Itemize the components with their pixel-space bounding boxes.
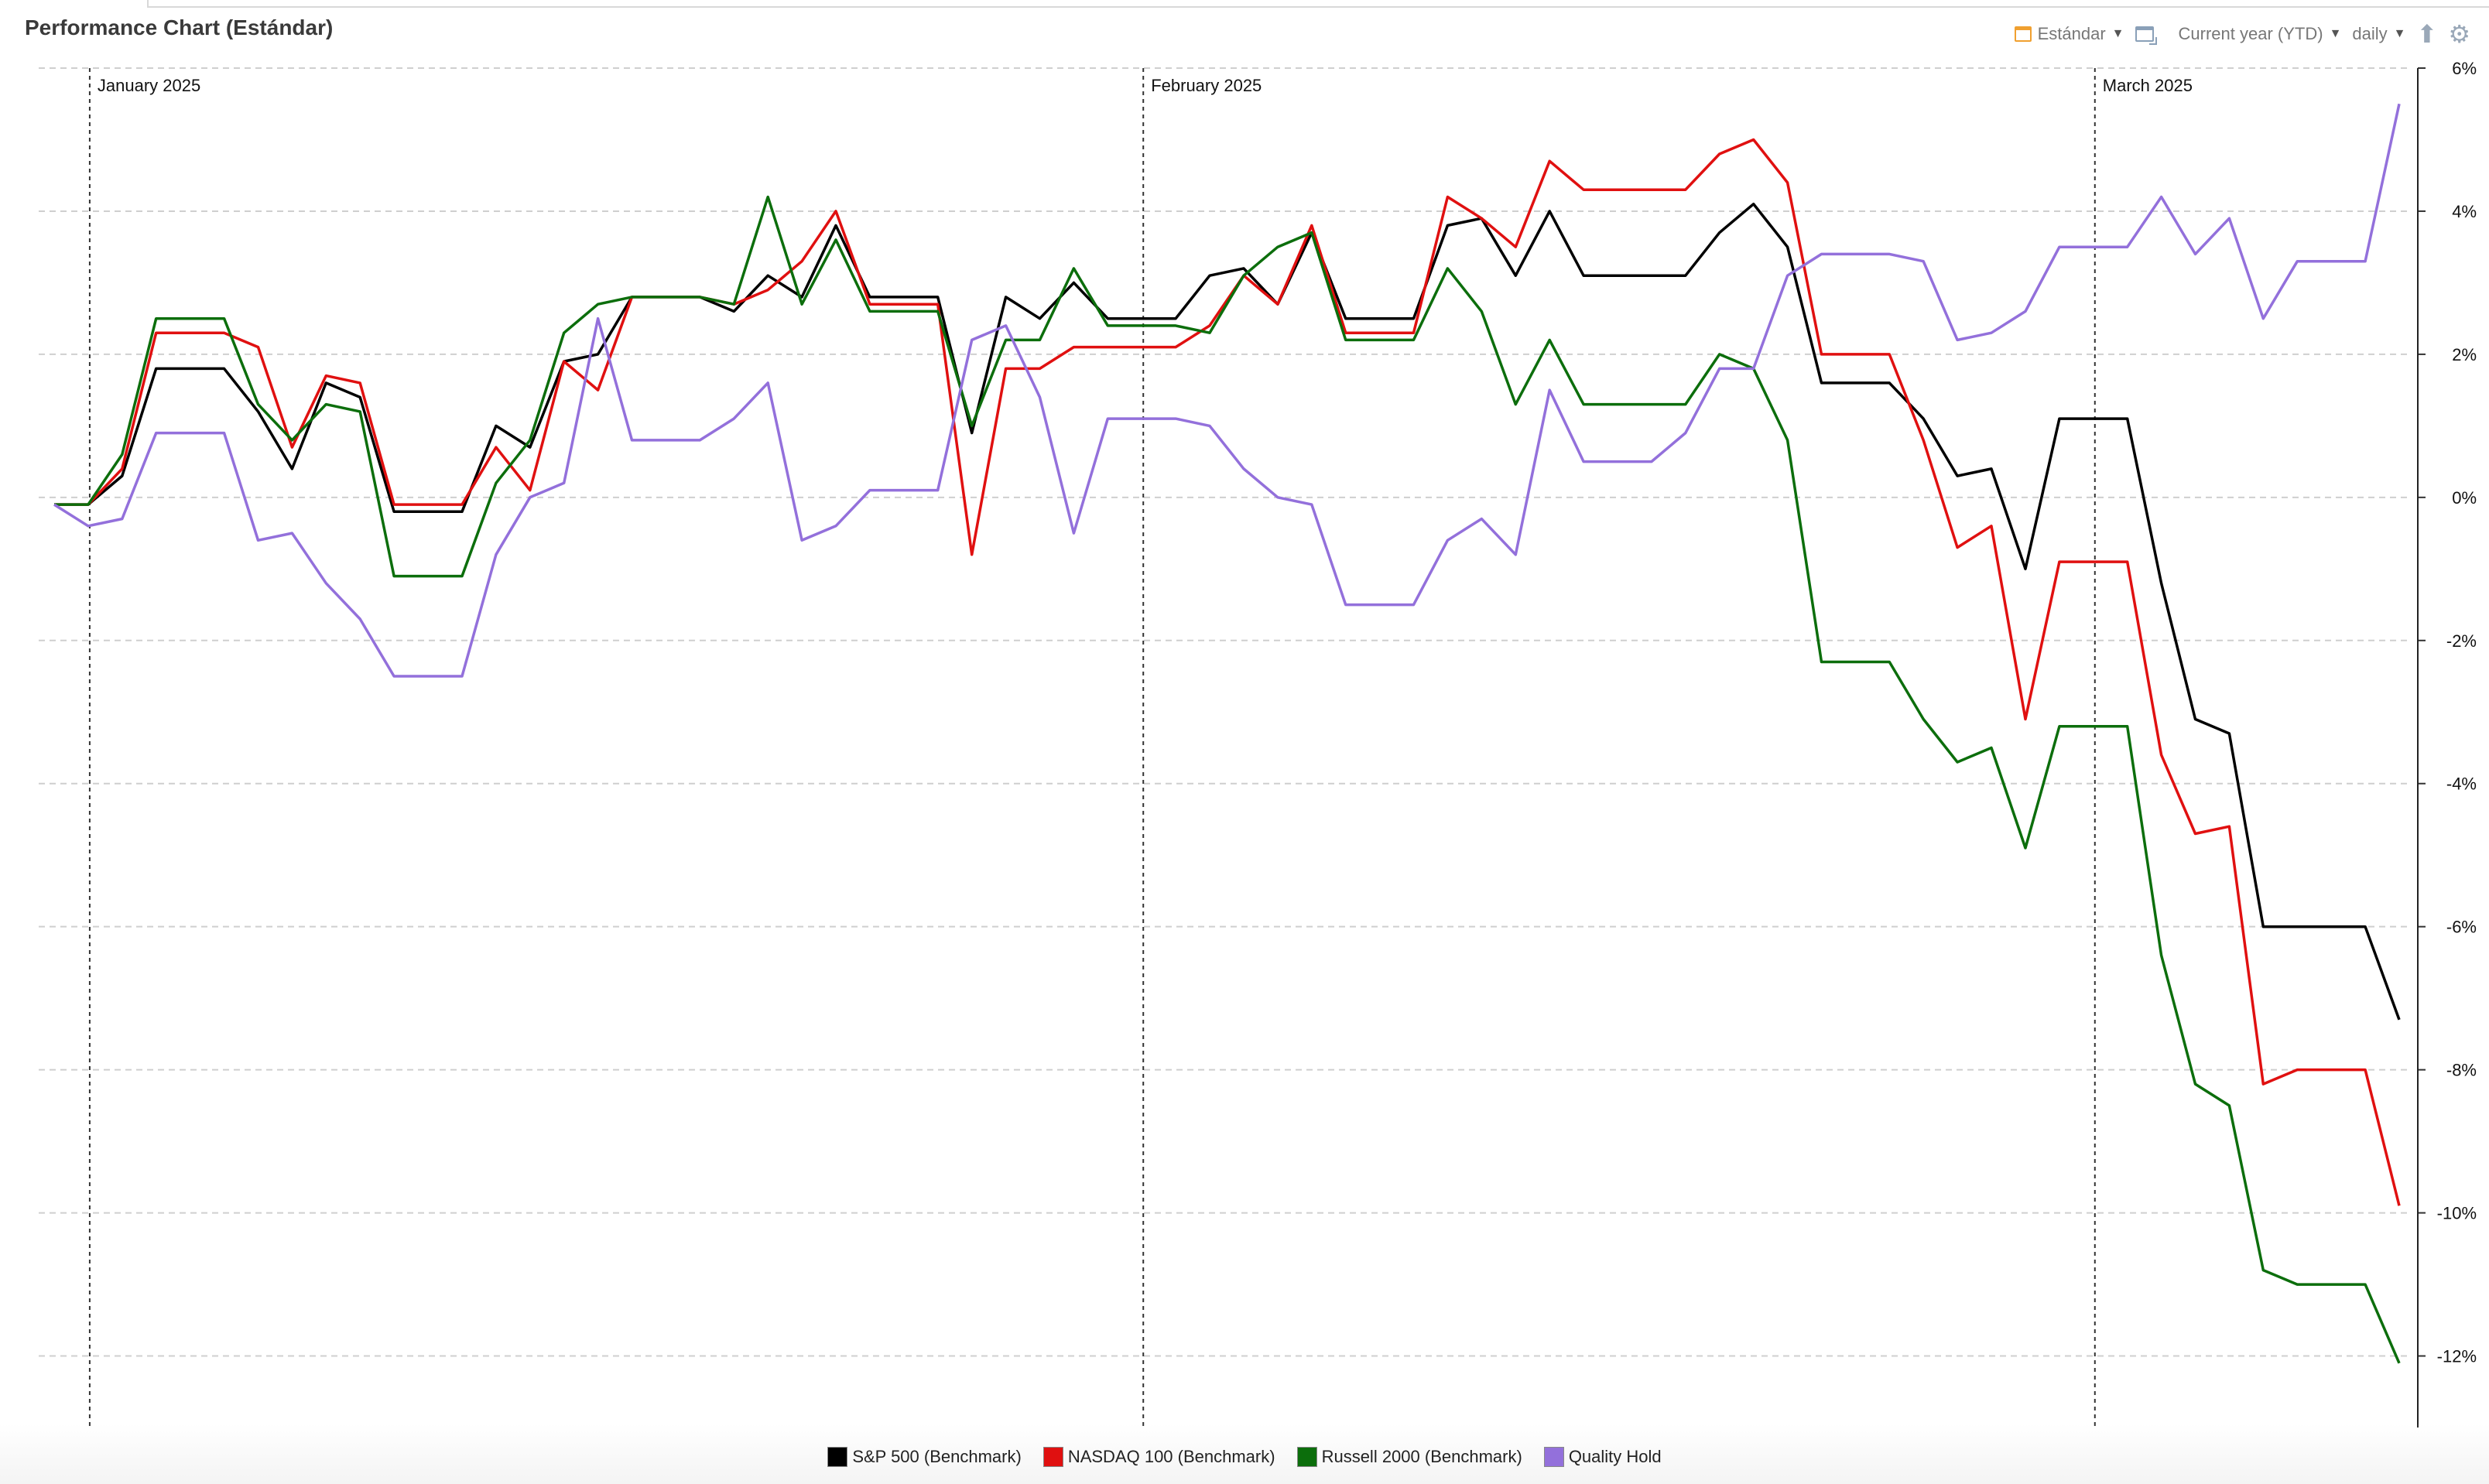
y-tick-label: -8% [2446,1061,2477,1080]
y-tick-label: -2% [2446,631,2477,651]
legend-item-0[interactable]: S&P 500 (Benchmark) [827,1447,1022,1467]
legend-label: Russell 2000 (Benchmark) [1321,1447,1522,1466]
legend-item-3[interactable]: Quality Hold [1543,1447,1662,1467]
range-dropdown[interactable]: Current year (YTD) ▼ [2179,24,2342,44]
range-label: Current year (YTD) [2178,24,2323,43]
series-line-1[interactable] [54,138,2401,1206]
preset-label: Estándar [2037,24,2106,43]
chevron-down-icon: ▼ [2393,27,2406,40]
series-line-0[interactable] [54,202,2401,1021]
chevron-down-icon: ▼ [2111,27,2124,40]
chevron-down-icon: ▼ [2329,27,2342,40]
legend-label: NASDAQ 100 (Benchmark) [1067,1447,1275,1466]
legend-item-1[interactable]: NASDAQ 100 (Benchmark) [1043,1447,1275,1467]
legend-swatch [1543,1447,1564,1467]
month-label: January 2025 [98,76,200,95]
settings-button[interactable]: ⚙ [2448,22,2470,46]
legend-swatch [1043,1447,1063,1467]
chart-toolbar: Estándar ▼ Current year (YTD) ▼ daily ▼ … [2014,19,2470,50]
series-line-2[interactable] [54,195,2401,1364]
legend-item-2[interactable]: Russell 2000 (Benchmark) [1296,1447,1522,1467]
legend-label: Quality Hold [1568,1447,1662,1466]
y-tick-label: 2% [2452,345,2477,364]
top-border [147,0,2489,8]
y-tick-label: -12% [2437,1347,2477,1366]
month-label: March 2025 [2103,76,2193,95]
calendar-icon [2014,26,2032,42]
legend-label: S&P 500 (Benchmark) [852,1447,1022,1466]
export-button[interactable]: ⬆ [2417,22,2438,46]
preset-dropdown[interactable]: Estándar ▼ [2014,24,2124,44]
y-tick-label: 0% [2452,488,2477,508]
compare-button[interactable] [2135,26,2157,45]
legend-swatch [1296,1447,1317,1467]
footer-fade [0,1424,2489,1484]
legend-swatch [827,1447,848,1467]
upload-icon: ⬆ [2416,20,2438,48]
y-tick-label: -4% [2446,774,2477,794]
interval-dropdown[interactable]: daily ▼ [2352,24,2405,44]
page-title: Performance Chart (Estándar) [25,15,334,39]
window-icon [2135,26,2157,45]
chart-legend: S&P 500 (Benchmark) NASDAQ 100 (Benchmark… [0,1447,2489,1467]
y-tick-label: -10% [2437,1204,2477,1223]
month-label: February 2025 [1151,76,1262,95]
y-tick-label: 6% [2452,59,2477,78]
gear-icon: ⚙ [2448,20,2470,48]
y-tick-label: 4% [2452,202,2477,221]
series-line-3[interactable] [53,103,2401,678]
y-tick-label: -6% [2446,918,2477,937]
interval-label: daily [2352,24,2388,43]
